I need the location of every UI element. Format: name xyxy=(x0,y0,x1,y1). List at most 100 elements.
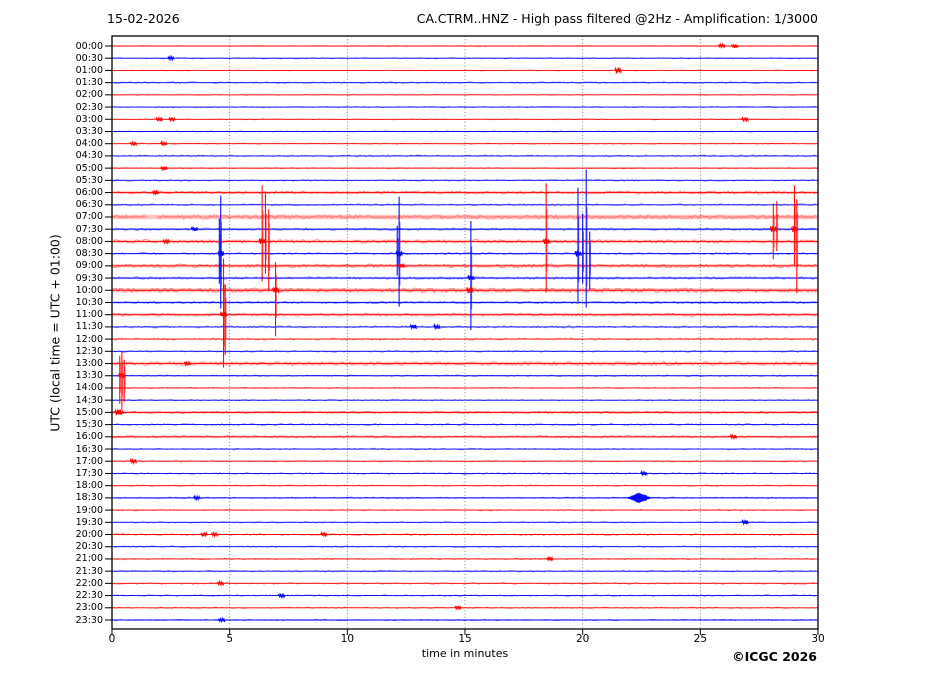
trace-noise xyxy=(111,287,817,294)
y-tick-label: 07:30 xyxy=(75,223,103,235)
event-speck xyxy=(454,605,462,611)
y-tick-label: 18:00 xyxy=(75,480,103,492)
plot-border xyxy=(111,35,819,630)
y-tick-label: 06:30 xyxy=(75,199,103,211)
event-speck xyxy=(729,433,737,440)
y-tick-label: 09:30 xyxy=(75,272,103,284)
trace-noise xyxy=(111,349,817,353)
x-tick-label: 25 xyxy=(693,633,708,645)
event-speck xyxy=(217,250,225,257)
y-tick-label: 14:30 xyxy=(75,394,103,406)
event-speck xyxy=(614,66,622,74)
plot-title: CA.CTRM..HNZ - High pass filtered @2Hz -… xyxy=(416,11,818,26)
trace-noise xyxy=(111,93,817,96)
y-tick-label: 03:00 xyxy=(75,113,103,125)
event-speck xyxy=(151,189,160,196)
event-speck xyxy=(219,311,228,317)
y-tick-label: 11:00 xyxy=(75,309,103,321)
y-tick-label: 22:30 xyxy=(75,590,103,602)
x-tick-label: 20 xyxy=(575,633,590,645)
y-tick-label: 01:30 xyxy=(75,77,103,89)
event-speck xyxy=(433,323,441,331)
y-tick-label: 16:30 xyxy=(75,443,103,455)
spindle-event xyxy=(626,492,653,504)
y-tick-label: 03:30 xyxy=(75,125,103,137)
event-speck xyxy=(466,286,474,294)
event-speck xyxy=(397,262,406,270)
event-speck xyxy=(542,238,550,245)
event-speck xyxy=(741,518,749,526)
x-tick-label: 30 xyxy=(811,633,825,645)
y-tick-label: 20:00 xyxy=(75,529,103,540)
trace-noise xyxy=(111,410,817,415)
event-speck xyxy=(467,275,475,281)
trace-noise xyxy=(111,227,817,231)
y-tick-label: 08:00 xyxy=(75,235,103,247)
y-tick-label: 18:30 xyxy=(75,492,103,504)
y-tick-label: 14:00 xyxy=(75,382,103,394)
event-speck xyxy=(769,226,777,232)
trace-noise xyxy=(111,118,817,121)
trace-noise xyxy=(111,422,817,427)
trace-noise xyxy=(111,545,817,549)
y-tick-label: 20:30 xyxy=(75,541,103,553)
trace-noise xyxy=(111,398,817,402)
event-speck xyxy=(277,592,286,600)
trace-noise xyxy=(111,459,817,463)
event-speck xyxy=(168,116,176,123)
trace-noise xyxy=(111,105,817,109)
trace-noise xyxy=(111,557,817,561)
trace-noise xyxy=(111,214,147,220)
event-speck xyxy=(160,166,168,172)
y-tick-label: 22:00 xyxy=(75,577,103,589)
trace-noise xyxy=(111,484,817,487)
y-tick-label: 10:00 xyxy=(75,284,103,296)
event-speck xyxy=(730,43,739,49)
y-tick-label: 02:30 xyxy=(75,101,103,113)
y-tick-label: 23:00 xyxy=(75,602,103,614)
x-axis-title: time in minutes xyxy=(421,647,509,660)
y-tick-label: 15:00 xyxy=(75,406,103,418)
trace-noise xyxy=(111,203,817,207)
trace-noise xyxy=(111,130,817,133)
event-speck xyxy=(155,116,163,123)
event-speck xyxy=(193,494,201,502)
trace-noise xyxy=(111,581,817,585)
event-speck xyxy=(167,54,175,62)
event-speck xyxy=(129,457,137,466)
event-speck xyxy=(183,360,191,367)
y-tick-label: 00:30 xyxy=(75,52,103,64)
event-speck xyxy=(790,225,799,233)
trace-noise xyxy=(111,45,817,47)
trace-noise xyxy=(111,386,817,390)
event-speck xyxy=(640,470,648,477)
y-tick-label: 01:00 xyxy=(75,64,103,76)
trace-noise xyxy=(111,142,817,145)
y-tick-label: 16:00 xyxy=(75,431,103,443)
trace-noise xyxy=(111,496,817,500)
trace-noise xyxy=(111,69,817,72)
trace-noise xyxy=(111,472,817,475)
trace-noise xyxy=(111,263,817,269)
y-tick-label: 06:00 xyxy=(75,187,103,199)
y-tick-label: 13:00 xyxy=(75,358,103,370)
x-tick-label: 10 xyxy=(340,633,355,645)
x-tick-label: 15 xyxy=(458,633,472,645)
y-tick-label: 10:30 xyxy=(75,296,103,308)
copyright-label: ©ICGC 2026 xyxy=(732,649,817,664)
event-speck xyxy=(574,250,582,257)
trace-noise xyxy=(111,167,817,170)
event-speck xyxy=(118,372,126,379)
event-speck xyxy=(116,408,124,415)
y-tick-label: 02:00 xyxy=(75,89,103,101)
event-speck xyxy=(129,140,137,147)
trace-noise xyxy=(111,361,817,367)
y-tick-label: 15:30 xyxy=(75,419,103,431)
y-tick-label: 09:00 xyxy=(75,260,103,272)
trace-noise xyxy=(111,374,817,378)
trace-noise xyxy=(111,569,817,573)
event-speck xyxy=(162,238,170,245)
y-tick-label: 12:30 xyxy=(75,345,103,357)
y-tick-label: 13:30 xyxy=(75,370,103,382)
y-tick-label: 21:00 xyxy=(75,553,103,565)
